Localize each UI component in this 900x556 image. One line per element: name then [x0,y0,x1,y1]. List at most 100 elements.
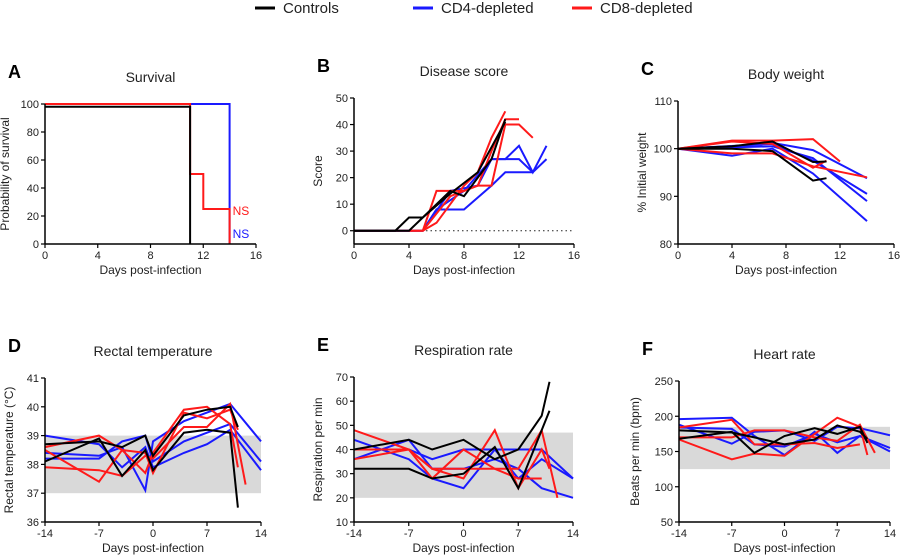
y-tick-label: 30 [336,469,348,481]
panel-f: F Heart rate -14 -7 0 7 14 50 100 150 200 250 Days p… [628,339,896,555]
y-axis-label: Rectal temperature (°C) [2,387,16,514]
y-tick-label: 50 [661,517,673,529]
x-tick-label: 16 [568,250,580,262]
legend-label: CD8-depleted [600,0,693,17]
y-tick-label: 0 [342,226,348,238]
x-tick-label: 14 [567,528,579,540]
x-tick-label: 16 [250,250,262,262]
x-tick-label: 8 [783,250,789,262]
panel-letter: A [8,62,21,82]
series-line-cd8-depleted [44,408,239,476]
y-axis-label: % Initial weight [635,132,649,213]
y-tick-label: 40 [27,183,39,195]
panel-letter: D [8,336,21,356]
series-line-controls [44,405,239,458]
y-tick-label: 38 [27,459,39,471]
y-tick-label: 0 [33,239,39,251]
legend-label: CD4-depleted [441,0,534,17]
y-tick-label: 50 [336,93,348,105]
panel-title: Disease score [420,63,509,79]
x-tick-label: 0 [351,250,357,262]
x-tick-label: 4 [729,250,735,262]
y-tick-label: 90 [660,191,672,203]
x-tick-label: 0 [781,528,787,540]
panel-title: Rectal temperature [93,343,212,359]
series-line-controls [354,121,507,232]
legend: Controls CD4-depleted CD8-depleted [255,0,693,17]
series-line-cd8-depleted [677,147,868,179]
x-tick-label: 12 [513,250,525,262]
x-axis-label: Days post-infection [99,263,201,277]
y-tick-label: 30 [336,146,348,158]
y-tick-label: 110 [654,96,672,108]
y-tick-label: 20 [336,173,348,185]
y-tick-label: 40 [336,120,348,132]
series-line-controls [45,105,192,244]
y-tick-label: 80 [27,127,39,139]
y-axis-label: Probability of survival [0,117,12,230]
series-line-cd8-depleted [409,110,507,232]
panel-d: D Rectal temperature -14 -7 0 7 14 36 37 38 39 40 41… [2,336,267,555]
series-line-controls [354,118,507,232]
series-line-controls [44,428,239,508]
y-axis-label: Score [311,155,325,187]
panel-c: C Body weight 0 4 8 12 16 80 90 100 110 Days post-i… [635,59,900,277]
y-tick-label: 20 [27,211,39,223]
panel-letter: F [642,339,653,359]
x-tick-label: -14 [346,528,362,540]
y-tick-label: 40 [27,402,39,414]
x-tick-label: -7 [727,528,737,540]
series-line-cd8-depleted [354,448,542,480]
x-tick-label: -14 [671,528,687,540]
y-tick-label: 10 [336,517,348,529]
y-tick-label: 10 [336,199,348,211]
y-tick-label: 60 [27,155,39,167]
series-line-controls [677,140,827,164]
x-axis-label: Days post-infection [102,541,204,555]
panel-title: Body weight [748,66,824,82]
x-axis-label: Days post-infection [412,541,514,555]
x-tick-label: 7 [834,528,840,540]
series-line-controls [353,381,551,461]
series-line-cd8-depleted [678,416,869,461]
y-tick-label: 100 [655,482,673,494]
x-tick-label: 4 [95,250,101,262]
x-tick-label: 8 [147,250,153,262]
series-line-cd4-depleted [678,426,891,449]
y-tick-label: 70 [336,372,348,384]
x-tick-label: -7 [404,528,414,540]
normal-range-band [679,426,890,470]
x-tick-label: 12 [197,250,209,262]
x-tick-label: 0 [150,528,156,540]
y-tick-label: 60 [336,396,348,408]
x-tick-label: 8 [461,250,467,262]
series-line-controls [678,147,827,182]
y-tick-label: 40 [336,445,348,457]
x-tick-label: -7 [94,528,104,540]
y-axis-label: Respiration per min [311,397,325,501]
series-line-cd8-depleted [45,103,231,244]
y-tick-label: 200 [655,411,673,423]
series-line-controls [354,410,551,491]
panel-title: Heart rate [753,346,815,362]
x-tick-label: 0 [675,250,681,262]
y-tick-label: 150 [655,447,673,459]
x-tick-label: 12 [834,250,846,262]
panel-title: Respiration rate [414,342,513,358]
panel-letter: B [317,56,330,76]
y-tick-label: 100 [21,99,39,111]
panel-title: Survival [126,69,176,85]
y-tick-label: 37 [27,488,39,500]
x-axis-label: Days post-infection [733,541,835,555]
x-tick-label: 7 [515,528,521,540]
x-tick-label: 14 [255,528,267,540]
panel-e: E Respiration rate -14 -7 0 7 14 10 20 30 40 50 60 70… [311,335,579,555]
y-tick-label: 80 [660,239,672,251]
x-tick-label: 7 [204,528,210,540]
y-tick-label: 100 [654,144,672,156]
x-tick-label: 0 [42,250,48,262]
x-axis-label: Days post-infection [413,263,515,277]
x-tick-label: -14 [37,528,53,540]
x-tick-label: 16 [888,250,900,262]
